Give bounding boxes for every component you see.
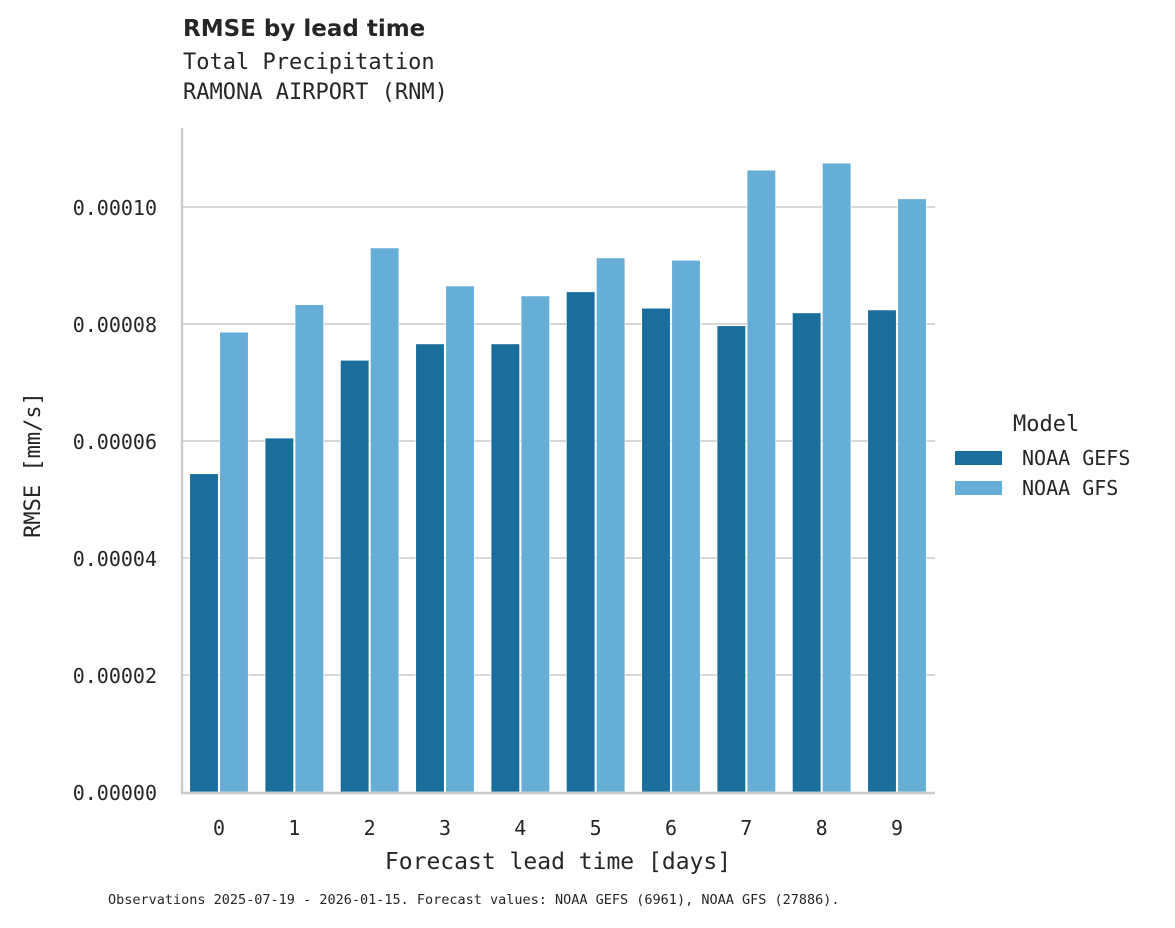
x-tick-label: 8	[816, 816, 828, 840]
x-tick-label: 7	[740, 816, 752, 840]
chart-subtitle-variable: Total Precipitation	[183, 50, 435, 75]
bar-noaa-gfs-day-5	[596, 257, 626, 793]
bar-noaa-gefs-day-3	[415, 343, 445, 793]
legend-item-gefs: NOAA GEFS	[955, 443, 1130, 473]
x-tick-label: 6	[665, 816, 677, 840]
bar-noaa-gfs-day-6	[671, 259, 701, 793]
bar-noaa-gfs-day-9	[897, 198, 927, 793]
x-tick-label: 4	[514, 816, 526, 840]
bar-noaa-gefs-day-1	[264, 437, 294, 793]
x-tick-label: 2	[364, 816, 376, 840]
legend-item-gfs: NOAA GFS	[955, 473, 1130, 503]
legend-swatch-gefs	[955, 451, 1002, 465]
legend: Model NOAA GEFS NOAA GFS	[955, 412, 1130, 503]
bar-noaa-gfs-day-2	[370, 247, 400, 793]
y-tick-label: 0.00002	[73, 664, 157, 688]
bar-noaa-gfs-day-8	[822, 162, 852, 793]
bar-noaa-gfs-day-4	[520, 295, 550, 793]
y-tick-label: 0.00000	[73, 781, 157, 805]
x-tick-label: 3	[439, 816, 451, 840]
footnote: Observations 2025-07-19 - 2026-01-15. Fo…	[108, 892, 840, 908]
legend-swatch-gfs	[955, 481, 1002, 495]
y-tick-labels: 0.00000 0.00002 0.00004 0.00006 0.00008 0.000…	[73, 196, 157, 805]
legend-label: NOAA GFS	[1022, 476, 1119, 500]
y-tick-label: 0.00006	[73, 430, 157, 454]
bar-noaa-gefs-day-7	[716, 325, 746, 793]
bar-noaa-gfs-day-0	[219, 331, 249, 793]
x-tick-label: 5	[590, 816, 602, 840]
legend-title: Model	[1013, 412, 1080, 437]
y-tick-label: 0.00008	[73, 313, 157, 337]
bar-noaa-gefs-day-6	[641, 307, 671, 793]
y-tick-label: 0.00010	[73, 196, 157, 220]
x-tick-label: 1	[288, 816, 300, 840]
x-tick-labels: 0 1 2 3 4 5 6 7 8 9	[213, 816, 903, 840]
x-tick-label: 0	[213, 816, 225, 840]
bar-noaa-gfs-day-7	[746, 169, 776, 793]
bar-noaa-gefs-day-0	[189, 473, 219, 793]
bar-noaa-gfs-day-3	[445, 285, 475, 793]
bar-noaa-gefs-day-5	[566, 291, 596, 793]
y-axis-label: RMSE [mm/s]	[21, 392, 46, 538]
chart-title: RMSE by lead time	[183, 16, 426, 42]
bar-noaa-gefs-day-9	[867, 309, 897, 793]
bar-noaa-gfs-day-1	[294, 304, 324, 793]
bar-noaa-gefs-day-8	[792, 312, 822, 793]
bar-noaa-gefs-day-4	[490, 343, 520, 793]
x-axis-label: Forecast lead time [days]	[385, 849, 731, 875]
x-tick-label: 9	[891, 816, 903, 840]
y-tick-label: 0.00004	[73, 547, 157, 571]
axes	[180, 128, 935, 795]
chart-subtitle-station: RAMONA AIRPORT (RNM)	[183, 80, 448, 105]
legend-label: NOAA GEFS	[1022, 446, 1131, 470]
bars	[189, 162, 927, 793]
bar-noaa-gefs-day-2	[340, 359, 370, 793]
